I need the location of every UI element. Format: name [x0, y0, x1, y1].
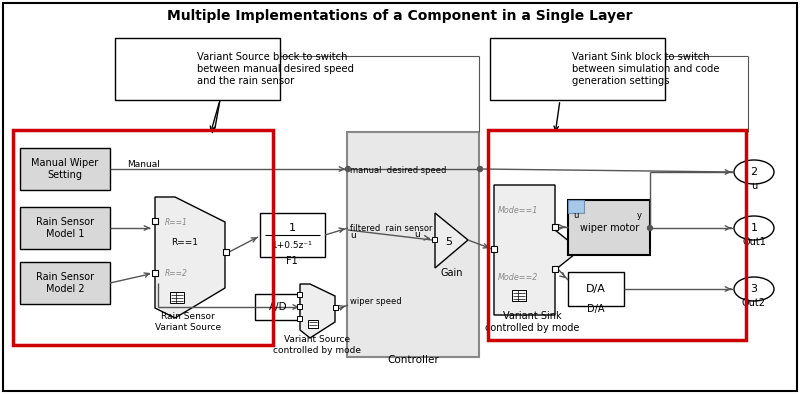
- Text: Manual Wiper
Setting: Manual Wiper Setting: [31, 158, 99, 180]
- Bar: [223, 249, 229, 255]
- Text: Mode==1: Mode==1: [498, 206, 538, 214]
- Text: A/D: A/D: [268, 302, 288, 312]
- Text: u: u: [414, 229, 420, 238]
- Ellipse shape: [734, 216, 774, 240]
- Text: manual  desired speed: manual desired speed: [350, 165, 446, 175]
- Text: 2: 2: [751, 167, 758, 177]
- Text: D/A: D/A: [587, 304, 605, 314]
- Polygon shape: [494, 185, 580, 315]
- Bar: [347, 132, 479, 357]
- Circle shape: [345, 167, 351, 171]
- Text: Out1: Out1: [742, 237, 766, 247]
- Text: R==1: R==1: [165, 217, 188, 227]
- Text: Manual: Manual: [127, 160, 160, 169]
- Text: 5: 5: [445, 237, 453, 247]
- Polygon shape: [155, 197, 225, 318]
- Bar: [260, 213, 325, 257]
- Text: wiper motor: wiper motor: [581, 223, 640, 233]
- Text: 1+0.5z⁻¹: 1+0.5z⁻¹: [272, 240, 312, 249]
- Bar: [13, 130, 273, 345]
- Text: 1: 1: [751, 223, 758, 233]
- Bar: [20, 262, 110, 304]
- Text: Variant Sink block to switch
between simulation and code
generation settings: Variant Sink block to switch between sim…: [572, 52, 719, 85]
- Bar: [170, 292, 184, 303]
- Text: Rain Sensor
Model 1: Rain Sensor Model 1: [36, 217, 94, 239]
- Bar: [490, 38, 665, 100]
- Bar: [552, 224, 558, 230]
- Text: R==1: R==1: [171, 238, 199, 247]
- Text: u: u: [573, 210, 578, 219]
- Bar: [568, 272, 624, 306]
- Bar: [297, 304, 302, 309]
- Bar: [432, 237, 437, 242]
- Bar: [568, 200, 650, 255]
- Bar: [152, 218, 158, 224]
- Text: filtered  rain sensor: filtered rain sensor: [350, 223, 433, 232]
- Bar: [512, 290, 526, 301]
- Text: u: u: [751, 181, 757, 191]
- Text: Out2: Out2: [742, 298, 766, 308]
- Bar: [20, 207, 110, 249]
- Circle shape: [477, 167, 482, 171]
- Text: Gain: Gain: [441, 268, 463, 278]
- Text: Variant Source block to switch
between manual desired speed
and the rain sensor: Variant Source block to switch between m…: [197, 52, 354, 85]
- Bar: [491, 246, 497, 252]
- Text: Rain Sensor
Variant Source: Rain Sensor Variant Source: [155, 312, 221, 332]
- Text: 3: 3: [751, 284, 758, 294]
- Text: Rain Sensor
Model 2: Rain Sensor Model 2: [36, 272, 94, 294]
- Polygon shape: [300, 284, 335, 338]
- Ellipse shape: [734, 160, 774, 184]
- Bar: [308, 320, 318, 328]
- Bar: [20, 148, 110, 190]
- Bar: [297, 292, 302, 297]
- Bar: [297, 316, 302, 321]
- Text: y: y: [637, 210, 642, 219]
- Text: Controller: Controller: [387, 355, 439, 365]
- Text: u: u: [350, 230, 356, 240]
- Text: wiper speed: wiper speed: [350, 297, 401, 307]
- Bar: [488, 130, 746, 340]
- Text: D/A: D/A: [586, 284, 606, 294]
- Text: F1: F1: [286, 256, 298, 266]
- Bar: [255, 294, 300, 320]
- Bar: [568, 200, 584, 213]
- Circle shape: [647, 225, 653, 230]
- Text: R==2: R==2: [165, 269, 188, 279]
- Bar: [152, 270, 158, 276]
- Ellipse shape: [734, 277, 774, 301]
- Text: Mode==2: Mode==2: [498, 273, 538, 282]
- Text: 1: 1: [288, 223, 296, 233]
- Polygon shape: [435, 213, 468, 268]
- Text: Variant Source
controlled by mode: Variant Source controlled by mode: [273, 335, 361, 355]
- Bar: [333, 305, 338, 310]
- Text: Multiple Implementations of a Component in a Single Layer: Multiple Implementations of a Component …: [167, 9, 633, 23]
- Bar: [552, 266, 558, 272]
- Bar: [115, 38, 280, 100]
- Text: Variant Sink
controlled by mode: Variant Sink controlled by mode: [485, 311, 579, 333]
